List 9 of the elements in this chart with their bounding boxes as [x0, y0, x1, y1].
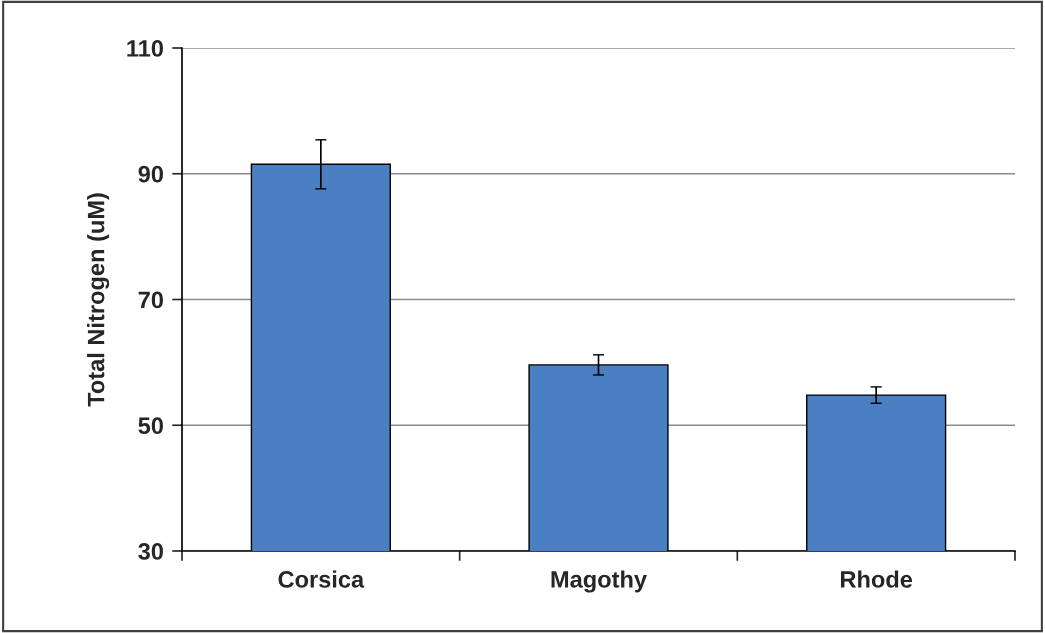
y-tick-label: 110: [127, 40, 163, 57]
y-tick-label: 70: [138, 291, 163, 309]
y-tick-label: 90: [138, 165, 163, 183]
x-tick-label: Magothy: [551, 570, 647, 593]
y-axis-title: Total Nitrogen (uM): [87, 193, 110, 407]
y-tick-label: 30: [138, 543, 163, 560]
x-tick-label: Corsica: [278, 570, 365, 588]
x-tick-label: Rhode: [841, 570, 913, 588]
y-tick-label: 50: [138, 417, 163, 435]
